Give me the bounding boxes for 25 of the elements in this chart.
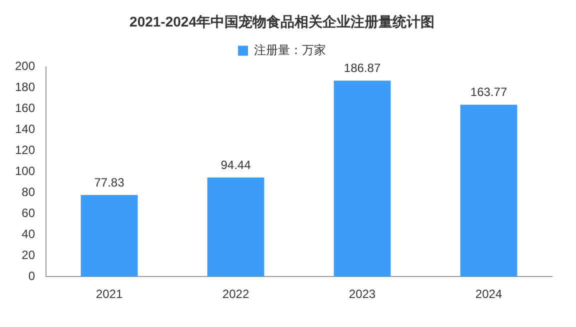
x-tick-label: 2023 [348,287,376,302]
y-tick-label: 140 [14,122,36,136]
bar [334,80,391,277]
y-tick-label: 200 [14,59,36,74]
legend-label: 注册量：万家 [254,43,326,58]
data-label: 77.83 [94,175,125,190]
bar [207,178,264,277]
y-tick-label: 180 [14,80,36,94]
bar [460,104,518,277]
y-tick-label: 0 [28,268,36,283]
x-tick-label: 2022 [222,287,250,302]
y-tick-label: 40 [22,226,36,241]
y-tick-label: 60 [22,206,36,220]
data-label: 186.87 [344,60,381,75]
y-tick-label: 120 [14,143,36,158]
data-label: 163.77 [470,85,508,100]
y-tick-label: 100 [14,164,36,178]
x-tick-label: 2021 [96,287,123,302]
x-tick-label: 2024 [475,287,502,302]
y-tick-label: 160 [14,101,36,116]
data-label: 94.44 [220,158,252,172]
y-tick-label: 20 [22,248,36,262]
y-tick-label: 80 [22,184,36,199]
bar [80,194,138,277]
chart-title: 2021-2024年中国宠物食品相关企业注册量统计图 [130,13,434,30]
